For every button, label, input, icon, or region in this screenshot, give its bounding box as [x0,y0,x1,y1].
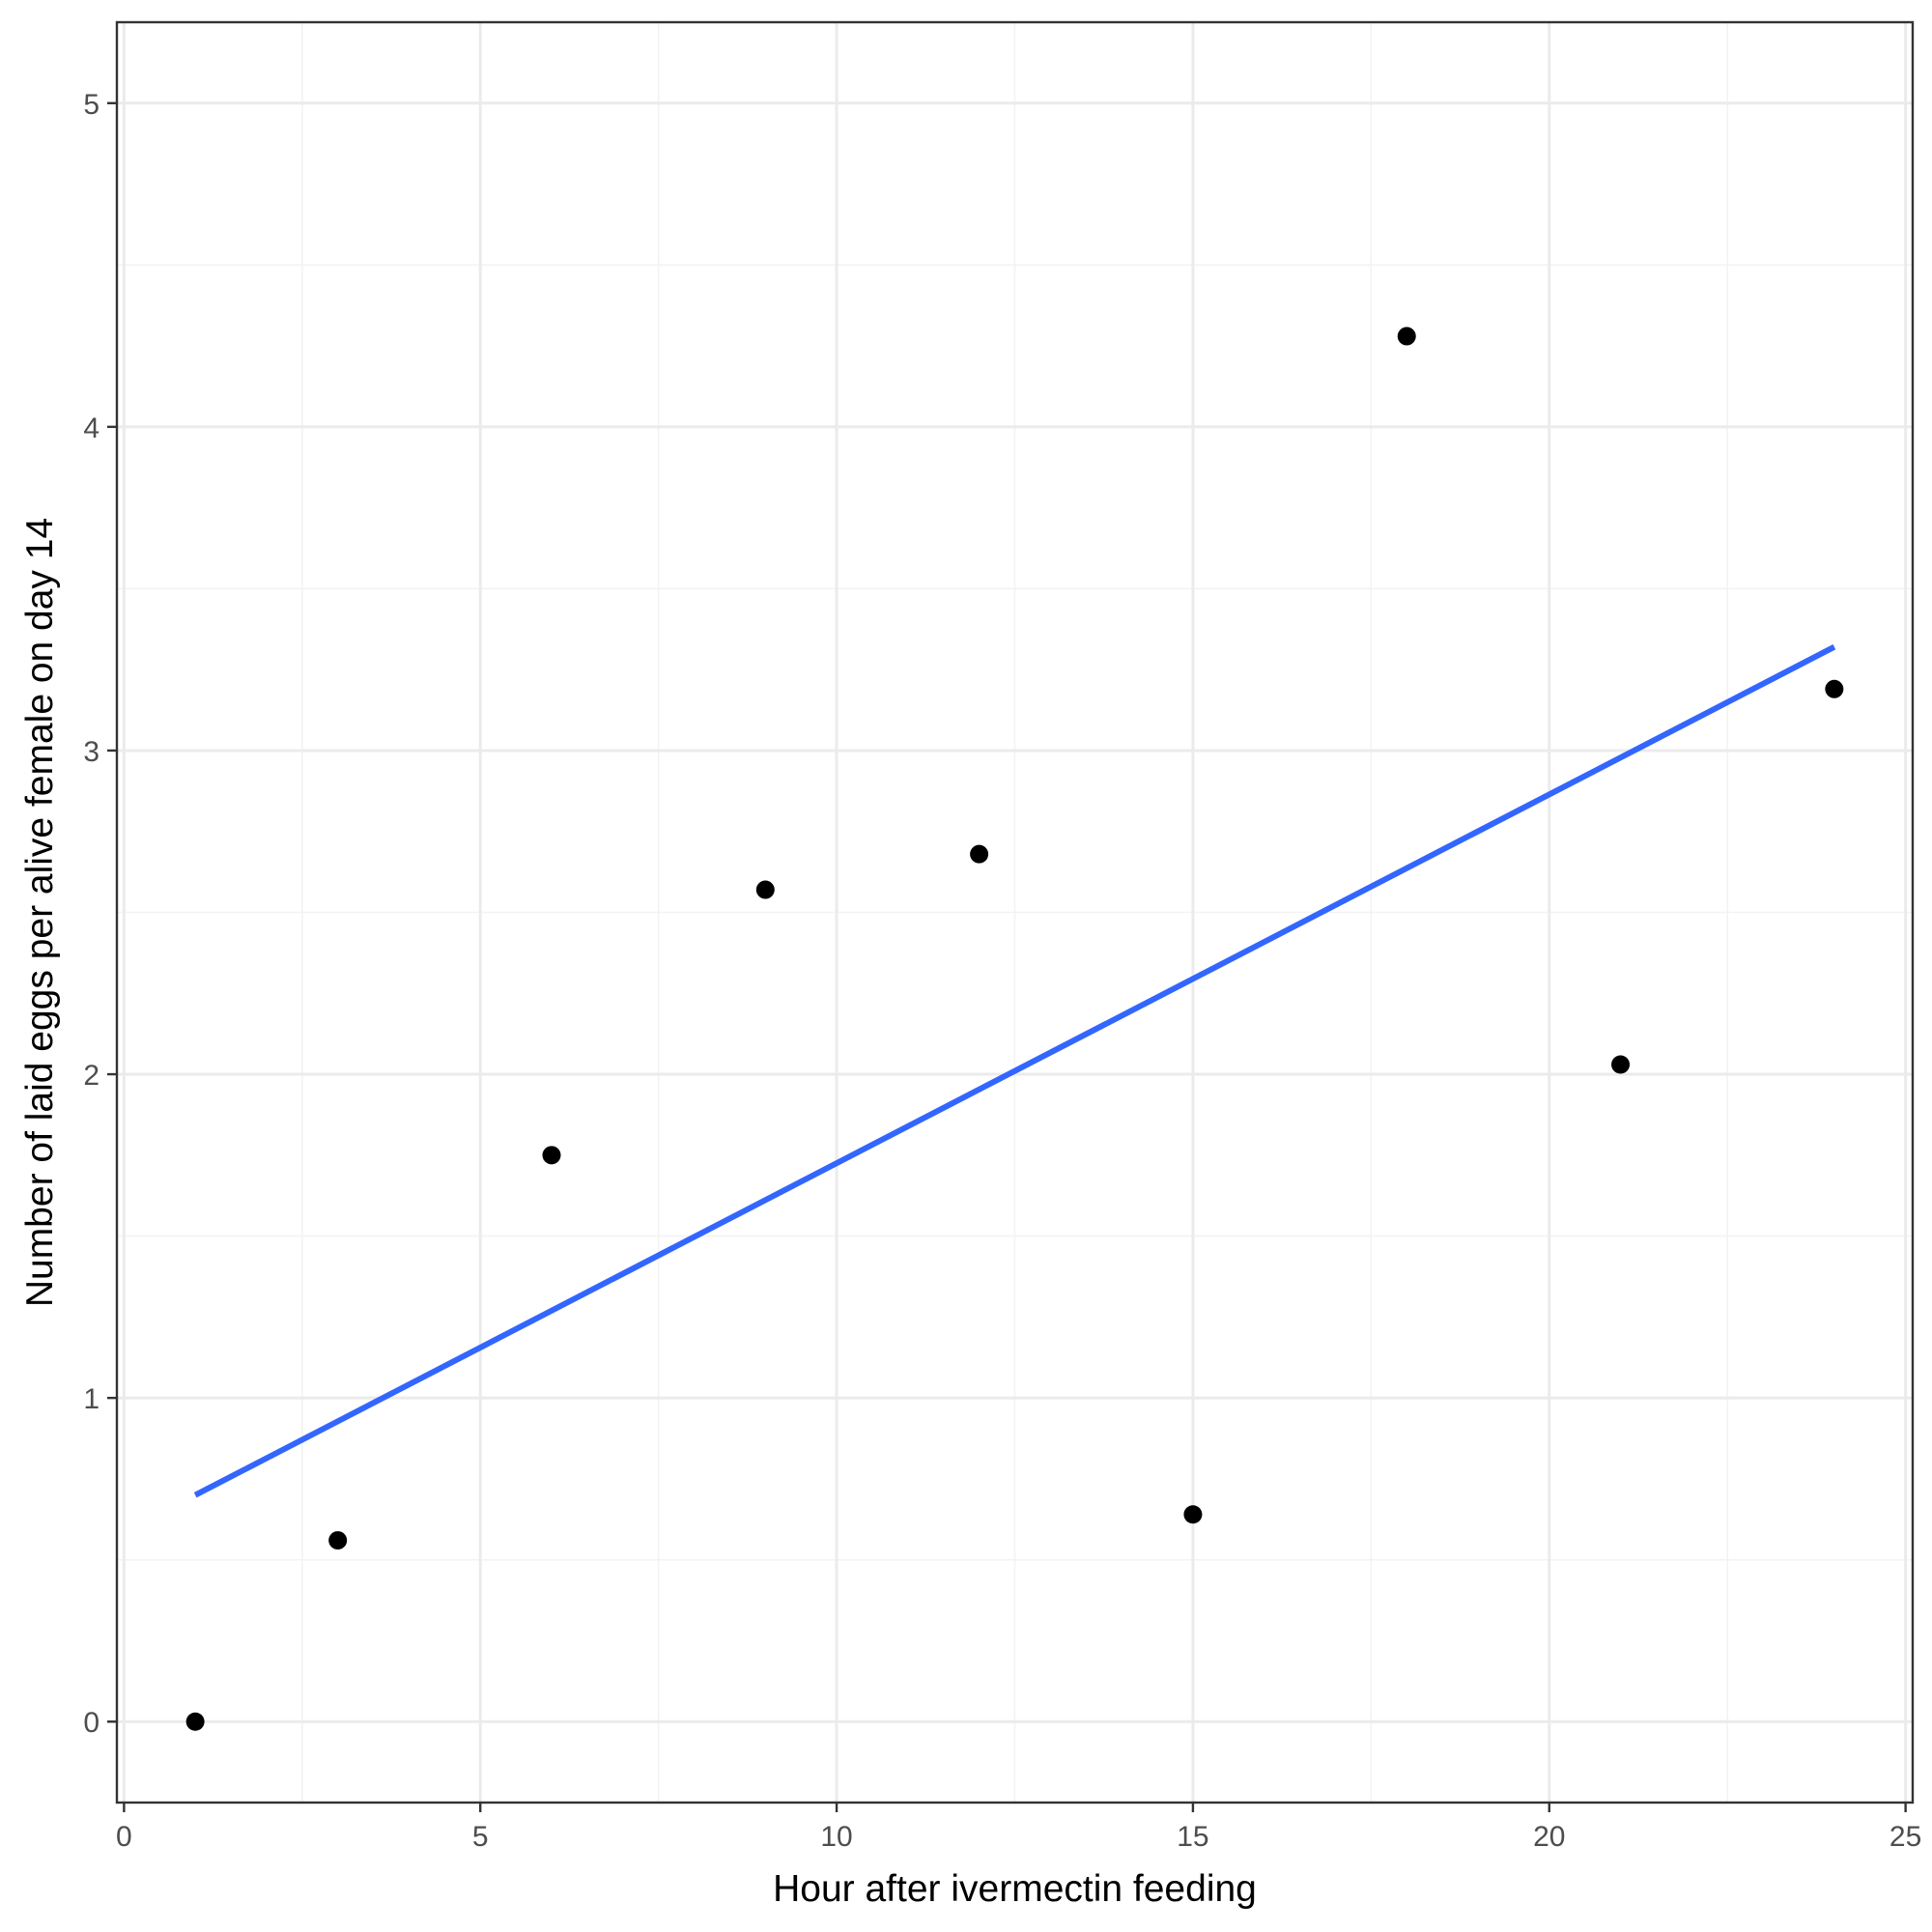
x-axis: 0 5 10 15 20 25 [116,1803,1921,1853]
data-point [755,880,775,899]
y-axis: 0 1 2 3 4 5 [83,89,117,1739]
data-point [1183,1505,1203,1524]
panel-border [115,20,1915,1804]
data-point [1611,1055,1631,1074]
x-axis-title: Hour after ivermectin feeding [773,1868,1257,1910]
data-point [328,1531,348,1550]
y-tick-label: 5 [83,89,99,121]
x-tick-label: 20 [1533,1821,1565,1853]
x-tick-label: 0 [116,1821,132,1853]
data-points [185,327,1844,1731]
minor-gridlines [117,22,1913,1803]
y-tick-label: 2 [83,1060,99,1092]
y-tick-label: 0 [83,1707,99,1739]
y-tick-label: 4 [83,412,99,444]
data-point [1397,327,1416,346]
trend-line [193,644,1836,1498]
x-tick-label: 5 [472,1821,489,1853]
data-point [1825,679,1844,698]
data-point [542,1146,561,1165]
x-tick-label: 10 [820,1821,852,1853]
x-tick-label: 15 [1177,1821,1208,1853]
y-tick-label: 3 [83,736,99,768]
data-point [970,844,989,864]
y-axis-title: Number of laid eggs per alive female on … [19,518,61,1307]
data-point [185,1712,205,1731]
x-tick-label: 25 [1889,1821,1921,1853]
trend-line-group [193,644,1836,1498]
y-tick-label: 1 [83,1383,99,1415]
